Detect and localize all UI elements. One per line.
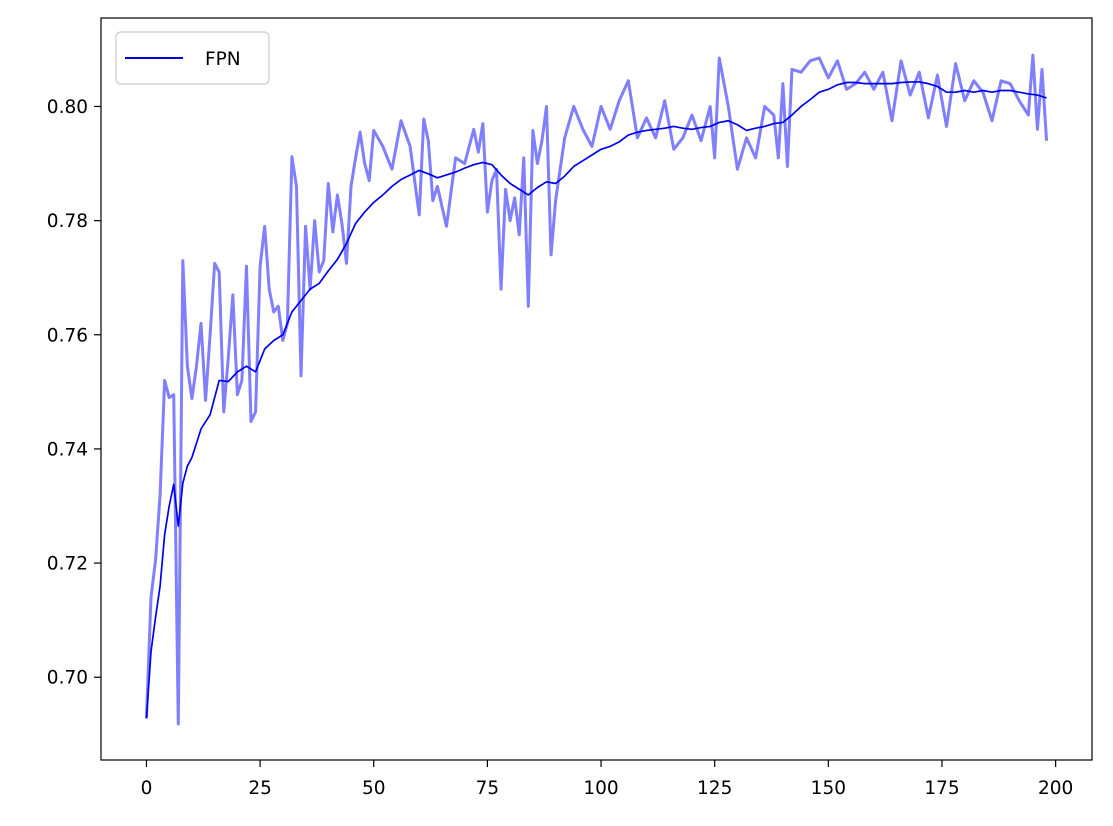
x-tick-label: 125 xyxy=(697,778,732,799)
x-tick-label: 25 xyxy=(248,778,272,799)
series-line-fpn xyxy=(145,81,1047,719)
y-tick-label: 0.70 xyxy=(47,668,88,689)
x-tick-label: 0 xyxy=(141,778,153,799)
y-tick-label: 0.72 xyxy=(47,554,88,575)
series-line-raw xyxy=(144,53,1049,726)
x-axis: 0 25 50 75 100 125 150 175 200 xyxy=(141,760,1073,799)
y-tick-label: 0.80 xyxy=(47,97,88,118)
plot-frame xyxy=(100,17,1093,761)
legend: FPN xyxy=(115,31,270,85)
series-layer xyxy=(144,53,1049,726)
y-tick-label: 0.78 xyxy=(47,211,88,232)
y-tick-label: 0.74 xyxy=(47,439,88,460)
x-tick-label: 75 xyxy=(476,778,500,799)
x-tick-label: 175 xyxy=(924,778,959,799)
x-tick-label: 200 xyxy=(1038,778,1073,799)
y-axis: 0.70 0.72 0.74 0.76 0.78 0.80 xyxy=(47,97,101,689)
x-tick-label: 50 xyxy=(362,778,386,799)
legend-box xyxy=(115,31,270,85)
legend-label-fpn: FPN xyxy=(205,49,241,70)
y-tick-label: 0.76 xyxy=(47,325,88,346)
x-tick-label: 150 xyxy=(811,778,846,799)
x-tick-label: 100 xyxy=(583,778,618,799)
